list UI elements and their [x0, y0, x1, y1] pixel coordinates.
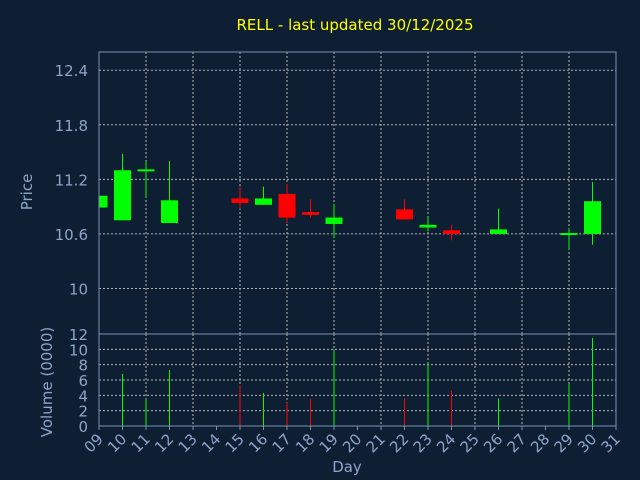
candle-body	[99, 195, 108, 208]
candle-body	[325, 217, 343, 224]
volume-tick-label: 6	[78, 372, 88, 390]
volume-tick-label: 10	[69, 341, 88, 359]
candles	[98, 153, 601, 250]
candle-body	[560, 233, 578, 236]
volume-axis-label: Volume (0000)	[38, 327, 56, 437]
candle-body	[443, 230, 460, 234]
candle-body	[584, 201, 601, 234]
volume-tick-label: 4	[78, 387, 88, 405]
axes	[98, 51, 617, 430]
price-axis-label: Price	[18, 174, 36, 211]
price-tick-label: 10.6	[55, 226, 88, 244]
candle-body	[396, 209, 413, 220]
volume-bars	[122, 337, 593, 426]
candle-body	[490, 229, 507, 234]
volume-tick-label: 8	[78, 357, 88, 375]
volume-tick-label: 2	[78, 403, 88, 421]
price-tick-label: 12.4	[55, 62, 88, 80]
candle-body	[161, 200, 178, 224]
volume-tick-label: 12	[69, 326, 88, 344]
volume-panel-frame	[98, 333, 617, 427]
x-axis-label: Day	[332, 458, 362, 476]
volume-tick-label: 0	[78, 418, 88, 436]
candle-body	[419, 224, 437, 228]
candle-body	[137, 169, 155, 172]
candle-body	[114, 170, 131, 221]
candle-body	[255, 198, 272, 205]
price-tick-label: 11.2	[55, 171, 88, 189]
candle-body	[231, 198, 249, 204]
chart-title: RELL - last updated 30/12/2025	[237, 16, 474, 34]
candle-body	[278, 193, 296, 218]
candle-body	[302, 212, 319, 215]
price-tick-label: 11.8	[55, 117, 88, 135]
price-tick-label: 10	[69, 281, 88, 299]
